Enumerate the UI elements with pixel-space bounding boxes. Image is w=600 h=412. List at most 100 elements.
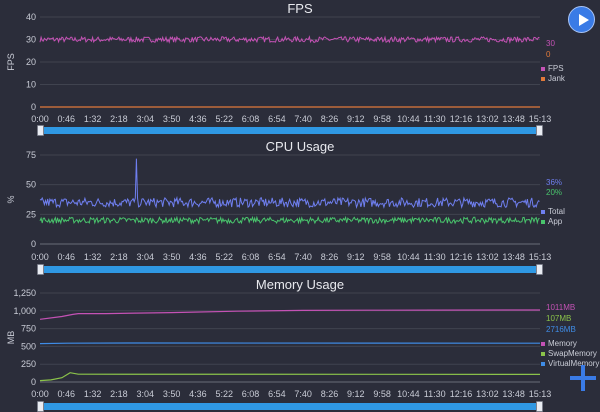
legend-jank-swatch — [541, 76, 545, 81]
memory-slider-start-handle[interactable] — [37, 401, 44, 412]
fps-time-range-slider[interactable] — [37, 125, 543, 136]
legend-virtual-memory-label: VirtualMemory — [548, 359, 600, 368]
legend-memory-label: Memory — [548, 339, 577, 348]
cpu-x-tick-label: 9:12 — [347, 252, 365, 262]
cpu-total-series-line — [39, 158, 540, 210]
cpu-x-tick-label: 13:48 — [502, 252, 525, 262]
fps-x-tick-label: 9:12 — [347, 114, 365, 124]
legend-memory[interactable]: Memory — [541, 339, 577, 348]
cpu-chart-title: CPU Usage — [265, 139, 335, 154]
memory-x-tick-label: 0:46 — [58, 389, 76, 399]
fps-slider-start-handle[interactable] — [37, 125, 44, 136]
cpu-x-tick-label: 7:40 — [294, 252, 312, 262]
fps-slider-end-handle[interactable] — [536, 125, 543, 136]
memory-x-tick-label: 3:50 — [163, 389, 181, 399]
memory-y-tick-label: 1,250 — [13, 288, 36, 298]
cpu-app-series-line — [39, 215, 540, 226]
play-button[interactable] — [568, 6, 595, 33]
memory-x-tick-label: 4:36 — [189, 389, 207, 399]
memory-y-tick-label: 0 — [31, 377, 36, 387]
legend-total-label: Total — [548, 207, 565, 216]
memory-x-tick-label: 5:22 — [215, 389, 233, 399]
fps-y-tick-label: 20 — [26, 57, 36, 67]
fps-y-tick-label: 40 — [26, 12, 36, 22]
legend-app-label: App — [548, 217, 563, 226]
cpu-y-tick-label: 50 — [26, 180, 36, 190]
memory-x-tick-label: 12:16 — [450, 389, 473, 399]
fps-x-tick-label: 13:02 — [476, 114, 499, 124]
memory-y-tick-label: 750 — [21, 324, 36, 334]
cpu-x-tick-label: 15:13 — [529, 252, 552, 262]
legend-jank-label: Jank — [548, 74, 565, 83]
cpu-time-range-slider[interactable] — [37, 264, 543, 275]
fps-series-line — [39, 35, 540, 44]
virtual-memory-series-line — [39, 342, 541, 345]
cpu-slider-end-handle[interactable] — [536, 264, 543, 275]
fps-panel: FPS 0 10 20 30 40 0:00 0:46 1:32 2:18 3:04 3:50 4:3… — [0, 0, 600, 138]
memory-x-tick-label: 2:18 — [110, 389, 128, 399]
memory-slider-end-handle[interactable] — [536, 401, 543, 412]
fps-x-tick-label: 13:48 — [502, 114, 525, 124]
cpu-x-tick-label: 5:22 — [215, 252, 233, 262]
add-button[interactable] — [570, 365, 596, 391]
memory-panel: Memory Usage 0 250 500 750 1,000 1,250 0:00 0:4… — [0, 276, 600, 412]
legend-virtual-memory[interactable]: VirtualMemory — [541, 359, 599, 368]
cpu-chart: 0 25 50 75 0:00 0:46 1:32 2:18 3:04 3:50 4:36 5:22 6… — [6, 150, 552, 262]
fps-y-tick-label: 0 — [31, 102, 36, 112]
virtual-memory-current-value: 2716MB — [546, 325, 576, 334]
memory-x-tick-label: 7:40 — [294, 389, 312, 399]
swap-memory-current-value: 107MB — [546, 314, 572, 323]
cpu-y-tick-label: 25 — [26, 209, 36, 219]
fps-x-tick-label: 1:32 — [84, 114, 102, 124]
memory-x-tick-label: 0:00 — [31, 389, 49, 399]
memory-x-tick-label: 10:44 — [397, 389, 420, 399]
cpu-x-tick-label: 12:16 — [450, 252, 473, 262]
cpu-y-tick-label: 75 — [26, 150, 36, 160]
memory-x-tick-label: 3:04 — [136, 389, 154, 399]
legend-jank[interactable]: Jank — [541, 74, 565, 83]
cpu-x-tick-label: 11:30 — [424, 252, 446, 262]
memory-x-tick-label: 13:48 — [502, 389, 525, 399]
memory-x-tick-label: 11:30 — [424, 389, 446, 399]
fps-y-tick-label: 30 — [26, 35, 36, 45]
memory-y-tick-label: 250 — [21, 359, 36, 369]
cpu-x-tick-label: 6:54 — [268, 252, 286, 262]
fps-y-tick-label: 10 — [26, 80, 36, 90]
fps-x-tick-label: 8:26 — [321, 114, 339, 124]
memory-x-tick-label: 6:54 — [268, 389, 286, 399]
legend-total[interactable]: Total — [541, 207, 565, 216]
fps-chart: 0 10 20 30 40 0:00 0:46 1:32 2:18 3:04 3:50 4:36 5:2… — [6, 12, 551, 124]
fps-x-tick-label: 3:50 — [163, 114, 181, 124]
fps-x-tick-label: 3:04 — [136, 114, 154, 124]
cpu-x-tick-label: 4:36 — [189, 252, 207, 262]
fps-chart-title: FPS — [287, 1, 313, 16]
fps-x-tick-label: 6:08 — [242, 114, 260, 124]
cpu-app-current-value: 20% — [546, 188, 563, 197]
cpu-x-tick-label: 3:50 — [163, 252, 181, 262]
memory-x-tick-label: 9:12 — [347, 389, 365, 399]
memory-x-tick-label: 1:32 — [84, 389, 102, 399]
legend-virtual-memory-swatch — [541, 361, 545, 366]
cpu-y-tick-label: 0 — [31, 239, 36, 249]
memory-x-tick-label: 13:02 — [476, 389, 499, 399]
cpu-x-tick-label: 10:44 — [397, 252, 420, 262]
fps-x-tick-label: 11:30 — [424, 114, 446, 124]
legend-swap-memory[interactable]: SwapMemory — [541, 349, 597, 358]
legend-app[interactable]: App — [541, 217, 562, 226]
cpu-total-current-value: 36% — [546, 178, 563, 187]
memory-series-line — [39, 309, 541, 320]
cpu-x-tick-label: 13:02 — [476, 252, 499, 262]
cpu-x-tick-label: 6:08 — [242, 252, 260, 262]
cpu-slider-start-handle[interactable] — [37, 264, 44, 275]
cpu-x-tick-label: 8:26 — [321, 252, 339, 262]
legend-app-swatch — [541, 219, 545, 224]
legend-fps[interactable]: FPS — [541, 64, 564, 73]
fps-x-tick-label: 2:18 — [110, 114, 128, 124]
fps-x-tick-label: 0:00 — [31, 114, 49, 124]
cpu-x-tick-label: 1:32 — [84, 252, 102, 262]
memory-time-range-slider[interactable] — [37, 401, 543, 412]
fps-current-value: 30 — [546, 39, 555, 48]
memory-chart-title: Memory Usage — [255, 277, 345, 292]
fps-x-tick-label: 12:16 — [450, 114, 473, 124]
legend-fps-label: FPS — [548, 64, 564, 73]
